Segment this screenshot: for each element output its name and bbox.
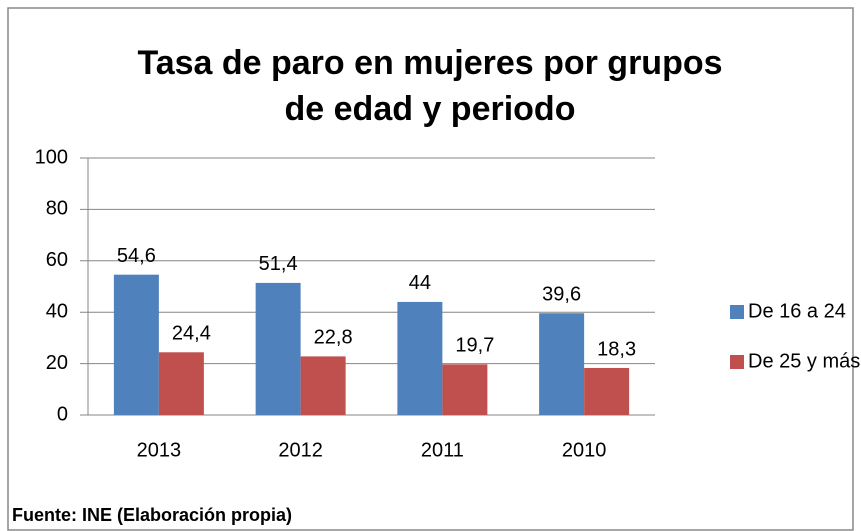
bar — [397, 301, 443, 415]
data-label: 51,4 — [259, 253, 298, 275]
data-label: 19,7 — [455, 335, 494, 357]
bar — [300, 356, 346, 415]
x-tick-label: 2010 — [562, 439, 607, 461]
x-tick-label: 2011 — [421, 439, 464, 461]
data-label: 54,6 — [117, 245, 156, 267]
chart-title: Tasa de paro en mujeres por grupos de ed… — [137, 44, 723, 128]
data-label: 18,3 — [597, 338, 636, 360]
bar — [158, 352, 204, 415]
legend-swatch — [730, 355, 744, 369]
bar — [113, 274, 159, 415]
data-label: 24,4 — [172, 323, 211, 345]
legend-label: De 16 a 24 — [748, 300, 846, 322]
chart-border — [7, 7, 854, 531]
bar — [255, 282, 301, 415]
y-tick-label: 60 — [46, 249, 68, 271]
y-tick-label: 80 — [46, 198, 68, 220]
bar — [539, 313, 585, 415]
x-tick-label: 2012 — [278, 439, 323, 461]
data-label: 22,8 — [314, 327, 353, 349]
bar — [584, 367, 630, 415]
y-tick-label: 40 — [46, 300, 68, 322]
y-tick-label: 100 — [35, 146, 68, 168]
legend-label: De 25 y más — [748, 350, 860, 372]
data-label: 44 — [409, 272, 431, 294]
x-tick-label: 2013 — [137, 439, 182, 461]
legend-swatch — [730, 305, 744, 319]
bar — [442, 364, 488, 415]
y-tick-label: 0 — [57, 403, 68, 425]
data-label: 39,6 — [542, 284, 581, 306]
source-note: Fuente: INE (Elaboración propia) — [12, 505, 293, 525]
y-tick-label: 20 — [46, 352, 68, 374]
